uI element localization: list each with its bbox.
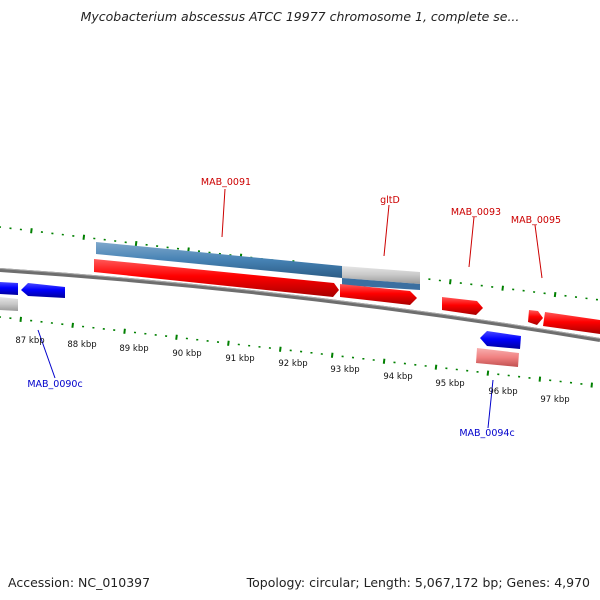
major-tick <box>30 228 33 234</box>
major-tick <box>134 240 138 247</box>
label-mab-0090c: MAB_0090c <box>27 379 82 390</box>
gene-mab-0094c-pseudo[interactable] <box>476 348 519 367</box>
label-mab-0093: MAB_0093 <box>451 207 501 218</box>
major-tick <box>501 285 504 291</box>
gene-left-pseudo[interactable] <box>0 297 18 311</box>
leader-gltd <box>383 204 390 257</box>
chromosome-backbone <box>0 268 600 342</box>
label-leaders <box>37 188 543 429</box>
inner-tick-track <box>0 316 593 388</box>
label-mab-0095: MAB_0095 <box>511 215 561 226</box>
major-tick <box>279 346 282 352</box>
major-tick <box>486 370 490 376</box>
leader-mab-0093 <box>468 216 475 268</box>
scale-label: 87 kbp <box>15 336 44 346</box>
major-tick <box>123 328 126 334</box>
gene-mab-0093-arrow[interactable] <box>442 297 483 315</box>
scale-label: 90 kbp <box>172 349 201 359</box>
gene-track <box>0 242 600 367</box>
major-tick <box>449 279 452 285</box>
label-mab-0094c: MAB_0094c <box>459 428 514 439</box>
gene-gltd-arrow[interactable] <box>340 284 417 305</box>
leader-mab-0091 <box>221 188 226 238</box>
major-tick <box>82 234 86 240</box>
gene-labels: MAB_0091 gltD MAB_0093 MAB_0095 MAB_0090… <box>27 177 561 439</box>
gene-gltd-cds[interactable] <box>342 278 420 290</box>
label-gltd: gltD <box>380 195 400 206</box>
scale-label: 88 kbp <box>67 340 96 350</box>
scale-label: 89 kbp <box>119 344 148 354</box>
leader-mab-0094c <box>487 379 494 429</box>
scale-label: 93 kbp <box>330 365 359 375</box>
major-tick <box>227 340 230 346</box>
major-tick <box>553 291 557 298</box>
scale-label: 92 kbp <box>278 359 307 369</box>
major-tick <box>71 322 74 328</box>
major-tick <box>434 364 438 370</box>
gene-mab-0094c-arrow[interactable] <box>480 331 521 349</box>
scale-label: 97 kbp <box>540 395 569 405</box>
leader-mab-0095 <box>534 224 543 279</box>
map-title: Mycobacterium abscessus ATCC 19977 chrom… <box>80 9 520 24</box>
gene-mab-0090c-arrow[interactable] <box>21 283 65 298</box>
scale-label: 96 kbp <box>488 387 517 397</box>
gene-mab-0095-arrow[interactable] <box>543 312 600 334</box>
scale-label: 94 kbp <box>383 372 412 382</box>
major-tick <box>330 352 334 358</box>
major-tick <box>382 358 386 364</box>
gene-mab-0095-small-arrow[interactable] <box>528 310 543 325</box>
genome-summary-text: Topology: circular; Length: 5,067,172 bp… <box>246 575 590 590</box>
major-tick <box>175 334 178 340</box>
scale-labels: 87 kbp 88 kbp 89 kbp 90 kbp 91 kbp 92 kb… <box>15 336 569 405</box>
major-tick <box>590 382 593 388</box>
label-mab-0091: MAB_0091 <box>201 177 251 188</box>
major-tick <box>19 316 22 322</box>
gene-left-reverse-a[interactable] <box>0 282 18 295</box>
scale-label: 95 kbp <box>435 379 464 389</box>
accession-text: Accession: NC_010397 <box>8 575 151 590</box>
gene-mab-0091-arrow[interactable] <box>94 259 339 297</box>
scale-label: 91 kbp <box>225 354 254 364</box>
leader-mab-0090c <box>37 329 56 379</box>
gene-mab-0091-cds[interactable] <box>96 242 342 278</box>
major-tick <box>538 376 542 382</box>
